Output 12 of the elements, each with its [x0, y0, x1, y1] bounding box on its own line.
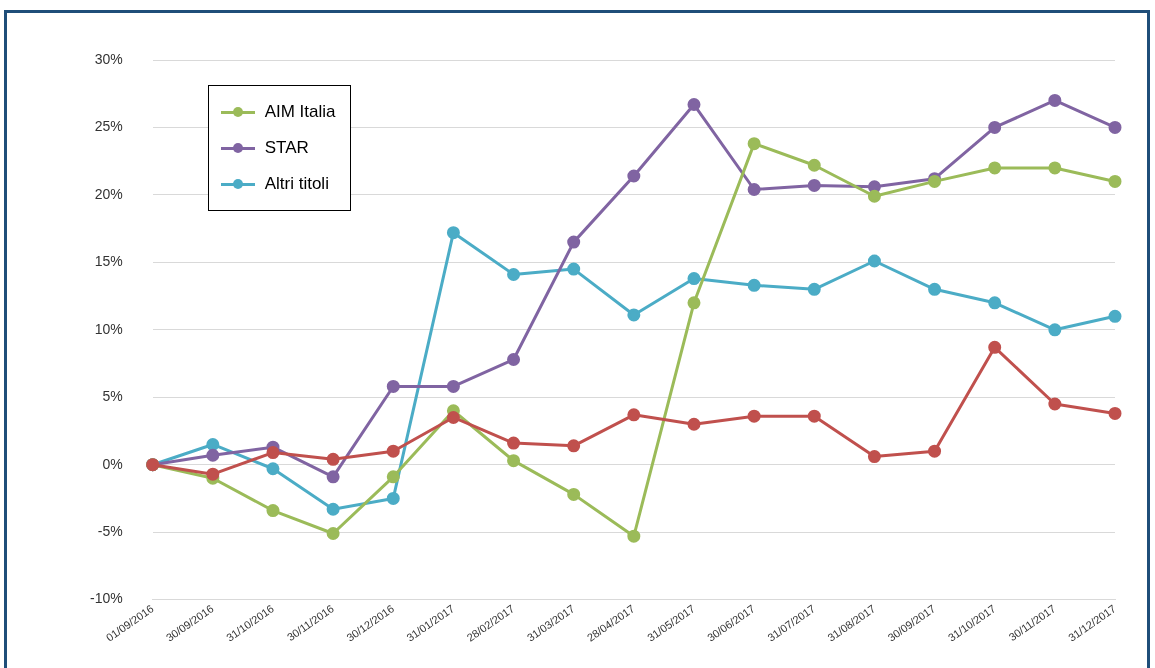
legend-label: STAR — [264, 138, 309, 158]
y-tick-label: 25% — [94, 118, 123, 135]
y-tick-label: 20% — [94, 185, 123, 202]
y-tick-label: 0% — [102, 455, 123, 472]
y-tick-label: 30% — [94, 50, 123, 67]
y-tick-label: -10% — [90, 590, 123, 607]
y-tick-label: -5% — [97, 523, 123, 540]
y-tick-label: 5% — [102, 388, 123, 405]
y-tick-label: 15% — [94, 253, 123, 270]
legend-label: AIM Italia — [264, 102, 336, 122]
y-tick-label: 10% — [94, 320, 123, 337]
legend-label: Altri titoli — [264, 174, 329, 194]
